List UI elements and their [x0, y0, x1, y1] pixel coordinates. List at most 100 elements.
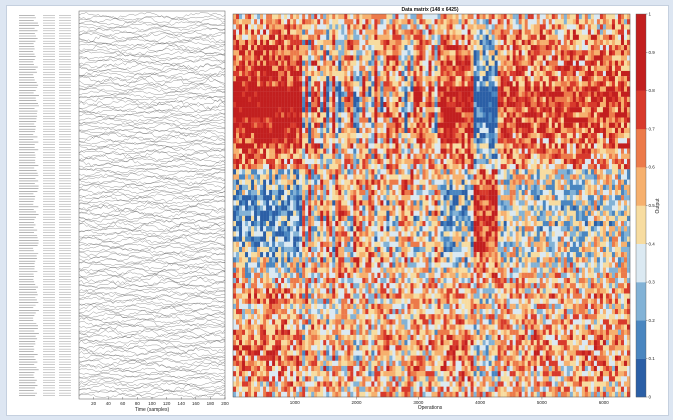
heatmap-cell — [386, 112, 390, 118]
heatmap-cell — [257, 50, 261, 56]
time-series-trace — [78, 324, 226, 333]
heatmap-cell — [407, 101, 411, 108]
heatmap-cell — [263, 169, 267, 175]
heatmap-cell — [521, 70, 525, 77]
heatmap-cell — [623, 133, 628, 139]
heatmap-cell — [260, 158, 264, 165]
heatmap-cell — [455, 34, 459, 41]
heatmap-cell — [371, 101, 375, 108]
heatmap-cell — [593, 101, 598, 108]
heatmap-cell — [260, 101, 264, 108]
heatmap-cell — [407, 86, 411, 92]
heatmap-cell — [299, 96, 303, 103]
heatmap-cell — [233, 179, 237, 185]
heatmap-cell — [485, 24, 489, 30]
heatmap-cell — [344, 169, 348, 175]
heatmap-cell — [284, 107, 288, 113]
heatmap-cell — [545, 169, 549, 175]
heatmap-cell — [269, 50, 273, 56]
heatmap-cell — [278, 101, 282, 108]
heatmap-cell — [377, 65, 381, 72]
time-series-trace — [78, 129, 226, 134]
heatmap-cell — [344, 133, 348, 139]
heatmap-cell — [332, 169, 336, 175]
heatmap-cell — [275, 29, 279, 35]
heatmap-cell — [251, 76, 255, 82]
heatmap-cell — [272, 117, 276, 123]
heatmap-cell — [494, 14, 498, 20]
heatmap-cell — [566, 19, 570, 25]
heatmap-cell — [488, 86, 492, 92]
heatmap-cell — [569, 158, 574, 165]
heatmap-cell — [497, 117, 501, 123]
heatmap-cell — [431, 117, 435, 123]
heatmap-cell — [557, 153, 561, 160]
heatmap-cell — [422, 164, 426, 170]
time-series-x-tick-label: 100 — [148, 401, 156, 406]
heatmap-cell — [245, 127, 249, 134]
heatmap-cell — [338, 107, 342, 113]
heatmap-cell — [392, 50, 396, 56]
heatmap-cell — [485, 55, 489, 61]
heatmap-cell — [482, 101, 486, 108]
heatmap-cell — [245, 76, 249, 82]
heatmap-cell — [467, 65, 471, 72]
heatmap-cell — [527, 164, 531, 170]
heatmap-cell — [617, 50, 622, 56]
heatmap-cell — [467, 96, 471, 103]
heatmap-cell — [302, 76, 306, 82]
time-series-trace — [78, 360, 226, 369]
heatmap-cell — [371, 179, 375, 185]
heatmap-cell — [533, 81, 537, 87]
time-series-trace — [78, 110, 226, 117]
heatmap-cell — [572, 45, 577, 51]
heatmap-cell — [617, 45, 622, 51]
heatmap-cell — [290, 81, 294, 87]
heatmap-cell — [248, 127, 252, 134]
heatmap-cell — [401, 76, 405, 82]
heatmap-cell — [356, 14, 360, 20]
heatmap-cell — [425, 76, 429, 82]
heatmap-cell — [488, 60, 492, 66]
heatmap-cell — [317, 65, 321, 72]
heatmap-cell — [467, 60, 471, 66]
heatmap-cell — [611, 81, 616, 87]
heatmap-cell — [413, 148, 417, 154]
heatmap-cell — [251, 81, 255, 87]
heatmap-cell — [473, 179, 477, 185]
heatmap-cell — [275, 55, 279, 61]
heatmap-cell — [359, 112, 363, 118]
heatmap-cell — [377, 19, 381, 25]
heatmap-cell — [608, 70, 613, 77]
heatmap-cell — [566, 91, 570, 97]
heatmap-cell — [305, 148, 309, 154]
heatmap-cell — [626, 148, 631, 154]
heatmap-cell — [428, 14, 432, 20]
heatmap-cell — [353, 29, 357, 35]
heatmap-cell — [311, 76, 315, 82]
heatmap-cell — [584, 86, 589, 92]
heatmap-cell — [431, 29, 435, 35]
heatmap-cell — [608, 127, 613, 134]
heatmap-cell — [446, 91, 450, 97]
heatmap-cell — [407, 143, 411, 149]
heatmap-cell — [266, 86, 270, 92]
heatmap-cell — [491, 138, 495, 144]
heatmap-cell — [269, 122, 273, 129]
heatmap-cell — [455, 143, 459, 149]
heatmap-cell — [470, 29, 474, 35]
heatmap-cell — [308, 19, 312, 25]
heatmap-cell — [347, 14, 351, 20]
heatmap-cell — [359, 81, 363, 87]
heatmap-cell — [581, 143, 586, 149]
heatmap-cell — [296, 107, 300, 113]
heatmap-cell — [269, 127, 273, 134]
heatmap-cell — [539, 122, 543, 129]
heatmap-cell — [494, 153, 498, 160]
heatmap-cell — [530, 133, 534, 139]
heatmap-cell — [353, 60, 357, 66]
heatmap-cell — [314, 101, 318, 108]
heatmap-cell — [611, 122, 616, 129]
heatmap-cell — [437, 14, 441, 20]
heatmap-cell — [269, 39, 273, 46]
